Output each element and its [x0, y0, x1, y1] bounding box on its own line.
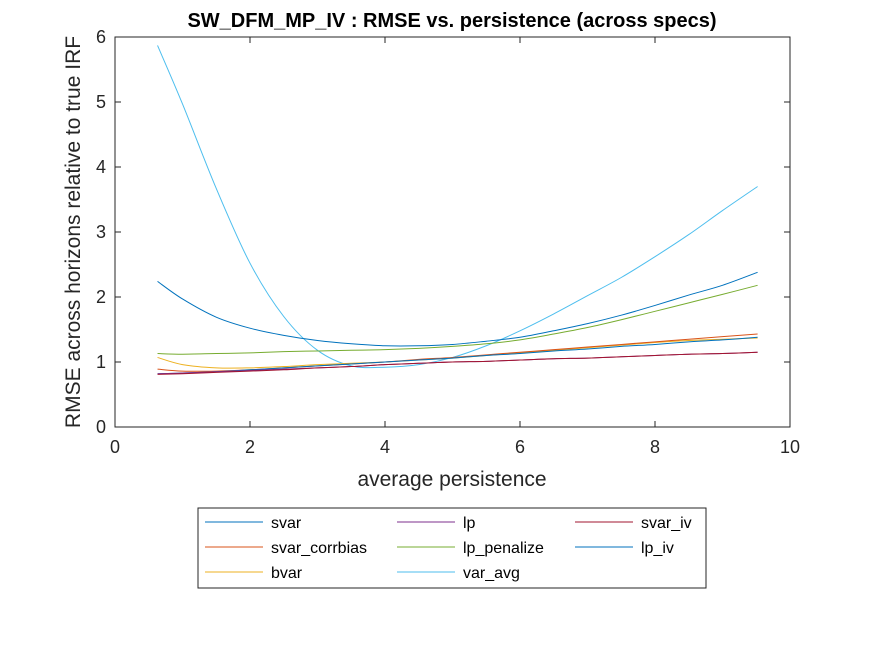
legend-label-var-avg: var_avg: [463, 565, 520, 582]
x-tick-label: 2: [245, 437, 255, 457]
x-axis-label: average persistence: [357, 468, 546, 491]
legend-label-lp-penalize: lp_penalize: [463, 540, 544, 557]
legend-label-svar-iv: svar_iv: [641, 515, 692, 532]
y-axis-label: RMSE across horizons relative to true IR…: [62, 36, 85, 428]
x-tick-label: 10: [780, 437, 800, 457]
y-tick-label: 3: [96, 222, 106, 242]
legend-label-svar: svar: [271, 515, 302, 532]
y-tick-label: 6: [96, 27, 106, 47]
y-tick-label: 5: [96, 92, 106, 112]
series-line-svar: [157, 336, 758, 375]
y-tick-label: 2: [96, 287, 106, 307]
series-line-lp-iv: [157, 271, 758, 347]
y-tick-label: 1: [96, 352, 106, 372]
x-tick-label: 0: [110, 437, 120, 457]
y-tick-label: 0: [96, 417, 106, 437]
series-line-svar-iv: [157, 351, 758, 375]
y-tick-label: 4: [96, 157, 106, 177]
x-tick-label: 4: [380, 437, 390, 457]
legend-label-lp: lp: [463, 515, 476, 532]
legend: svar lp svar_iv svar_corrbias lp_penalize lp_…: [197, 507, 707, 589]
legend-label-svar-corrbias: svar_corrbias: [271, 540, 367, 557]
x-tick-label: 6: [515, 437, 525, 457]
legend-label-lp-iv: lp_iv: [641, 540, 674, 557]
series-line-lp-penalize: [157, 284, 758, 355]
legend-box: [197, 507, 707, 589]
plot-background: [115, 37, 790, 427]
plot-area: 0 2 4 6 8 10 0 1 2 3 4 5 6: [96, 27, 800, 457]
legend-label-bvar: bvar: [271, 565, 303, 582]
x-tick-label: 8: [650, 437, 660, 457]
chart-title: SW_DFM_MP_IV : RMSE vs. persistence (acr…: [187, 10, 716, 32]
